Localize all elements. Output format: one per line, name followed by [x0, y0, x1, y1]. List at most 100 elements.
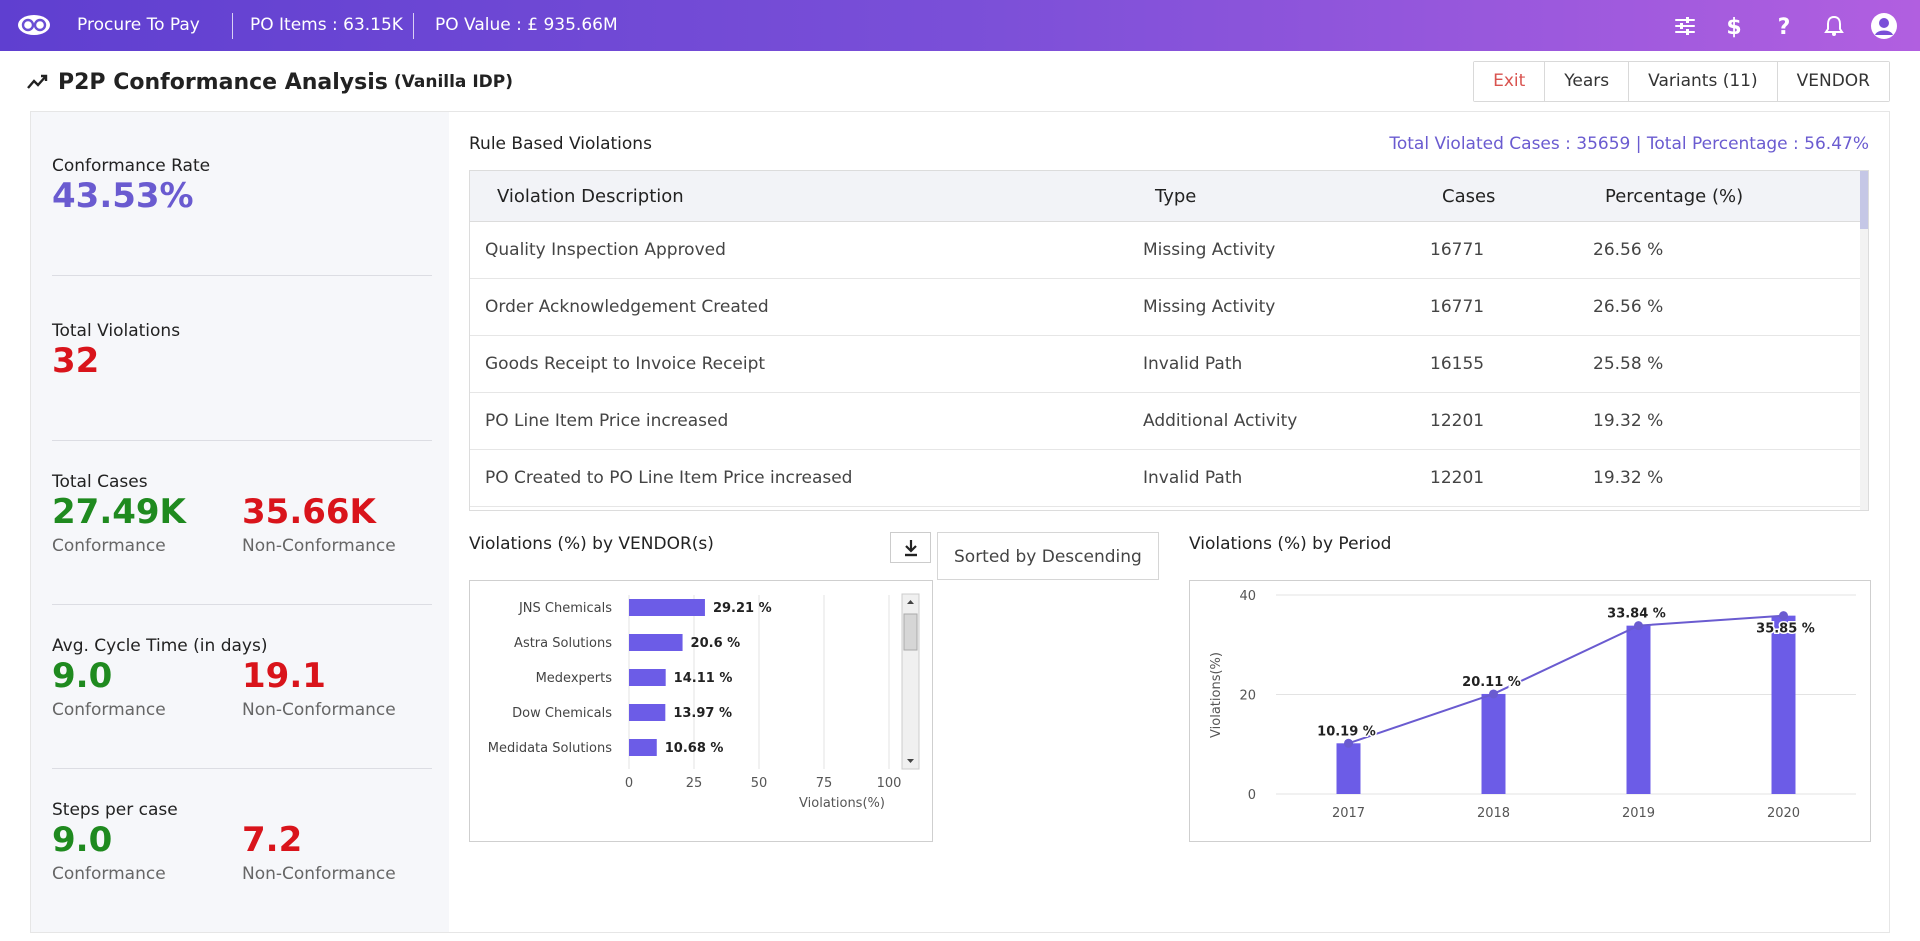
bar	[1336, 743, 1361, 794]
cell-percentage: 26.56 %	[1593, 240, 1664, 260]
line-point	[1779, 611, 1788, 621]
sort-order-button[interactable]: Sorted by Descending	[937, 532, 1159, 580]
divider	[52, 440, 432, 441]
table-scrollbar[interactable]	[1860, 171, 1868, 510]
download-icon	[904, 539, 917, 556]
po-value-stat: PO Value : £ 935.66M	[435, 15, 618, 35]
main-panel: Conformance Rate 43.53% Total Violations…	[30, 111, 1890, 933]
violations-table: Violation Description Type Cases Percent…	[469, 170, 1869, 511]
line-point	[1489, 689, 1498, 699]
column-header[interactable]: Cases	[1442, 186, 1496, 207]
divider	[52, 604, 432, 605]
bar	[629, 739, 657, 756]
bar	[629, 669, 666, 686]
line-point	[1634, 621, 1643, 631]
cell-percentage: 19.32 %	[1593, 468, 1664, 488]
bar	[629, 599, 705, 616]
cell-percentage: 26.56 %	[1593, 297, 1664, 317]
user-avatar-icon[interactable]	[1870, 12, 1898, 40]
cell-percentage: 25.58 %	[1593, 354, 1664, 374]
help-icon[interactable]: ?	[1770, 12, 1798, 40]
kpi-value-conformance: 9.0	[52, 656, 113, 696]
x-tick-label: 100	[877, 776, 902, 791]
scrollbar-thumb[interactable]	[1860, 171, 1868, 229]
table-row[interactable]: PO Line Item Price increased Additional …	[470, 393, 1868, 450]
table-row[interactable]: PO Created to PO Line Item Price increas…	[470, 450, 1868, 507]
bar	[629, 704, 666, 721]
kpi-value-conformance: 27.49K	[52, 492, 186, 532]
cell-description: Order Acknowledgement Created	[485, 297, 769, 317]
kpi-label: Steps per case	[52, 800, 178, 820]
x-tick-label: 2019	[1622, 806, 1655, 821]
bar	[1481, 693, 1506, 794]
vendor-button[interactable]: VENDOR	[1777, 62, 1889, 101]
po-items-stat: PO Items : 63.15K	[250, 15, 403, 35]
kpi-value: 43.53%	[52, 176, 194, 216]
cell-description: PO Line Item Price increased	[485, 411, 729, 431]
category-label: Astra Solutions	[514, 636, 612, 651]
app-logo-icon[interactable]	[17, 13, 51, 37]
sliders-icon[interactable]	[1671, 12, 1699, 40]
svg-text:$: $	[1726, 15, 1741, 38]
y-axis-title: Violations(%)	[1209, 652, 1224, 738]
x-axis-title: Violations(%)	[799, 796, 885, 811]
data-label: 10.68 %	[665, 741, 724, 756]
vendor-bar-chart: 0 25 50 75 100 Violations(%) JNS Chemicals 29.2…	[488, 593, 920, 811]
bar	[1771, 615, 1796, 794]
scroll-up-arrow-icon	[907, 600, 914, 604]
x-tick-label: 2017	[1332, 806, 1365, 821]
total-violations-kpi: Total Violations 32	[52, 321, 432, 381]
period-chart-title: Violations (%) by Period	[1189, 534, 1392, 554]
violations-title: Rule Based Violations	[469, 134, 652, 154]
kpi-value: 32	[52, 341, 100, 381]
cell-description: PO Created to PO Line Item Price increas…	[485, 468, 853, 488]
kpi-value-nonconformance: 7.2	[242, 820, 303, 860]
category-label: JNS Chemicals	[518, 601, 612, 616]
bell-icon[interactable]	[1820, 12, 1848, 40]
conformance-rate-kpi: Conformance Rate 43.53%	[52, 156, 432, 216]
trend-line	[1348, 614, 1784, 745]
y-tick-label: 0	[1248, 788, 1256, 803]
table-row[interactable]: Order Acknowledgement Created Missing Ac…	[470, 279, 1868, 336]
data-label: 10.19 %	[1317, 724, 1376, 739]
cell-type: Invalid Path	[1143, 468, 1243, 488]
category-label: Medexperts	[536, 671, 613, 686]
cycle-time-kpi: Avg. Cycle Time (in days) 9.0 Conformanc…	[52, 636, 432, 720]
data-label: 20.6 %	[691, 636, 741, 651]
exit-button[interactable]: Exit	[1474, 62, 1546, 101]
page-header: P2P Conformance Analysis (Vanilla IDP)	[26, 64, 513, 100]
x-tick-label: 75	[816, 776, 833, 791]
years-button[interactable]: Years	[1545, 62, 1630, 101]
topbar-divider	[413, 13, 414, 39]
cell-type: Missing Activity	[1143, 297, 1276, 317]
conformance-label: Conformance	[52, 864, 166, 884]
category-label: Medidata Solutions	[488, 741, 612, 756]
data-label: 29.21 %	[713, 601, 772, 616]
variants-button[interactable]: Variants (11)	[1629, 62, 1778, 101]
x-tick-label: 2020	[1767, 806, 1800, 821]
line-point	[1344, 738, 1353, 748]
violations-totals: Total Violated Cases : 35659 | Total Per…	[1389, 134, 1869, 154]
column-header[interactable]: Type	[1155, 186, 1197, 207]
cell-cases: 12201	[1430, 468, 1485, 488]
vendor-chart-title: Violations (%) by VENDOR(s)	[469, 534, 714, 554]
column-header[interactable]: Percentage (%)	[1605, 186, 1744, 207]
download-button[interactable]	[890, 532, 931, 563]
filter-button-group: Exit Years Variants (11) VENDOR	[1473, 61, 1890, 102]
table-row[interactable]: Quality Inspection Approved Missing Acti…	[470, 222, 1868, 279]
cell-cases: 12201	[1430, 411, 1485, 431]
x-tick-label: 0	[625, 776, 633, 791]
table-row[interactable]: Goods Receipt to Invoice Receipt Invalid…	[470, 336, 1868, 393]
kpi-label: Total Cases	[52, 472, 148, 492]
x-tick-label: 25	[686, 776, 703, 791]
data-label: 33.84 %	[1607, 607, 1666, 622]
page-title: P2P Conformance Analysis	[58, 69, 388, 95]
cell-cases: 16771	[1430, 240, 1485, 260]
cell-cases: 16771	[1430, 297, 1485, 317]
app-name[interactable]: Procure To Pay	[77, 15, 200, 35]
dollar-icon[interactable]: $	[1720, 12, 1748, 40]
divider	[52, 768, 432, 769]
nonconformance-label: Non-Conformance	[242, 536, 396, 556]
column-header[interactable]: Violation Description	[497, 186, 684, 207]
steps-per-case-kpi: Steps per case 9.0 Conformance 7.2 Non-C…	[52, 800, 432, 884]
